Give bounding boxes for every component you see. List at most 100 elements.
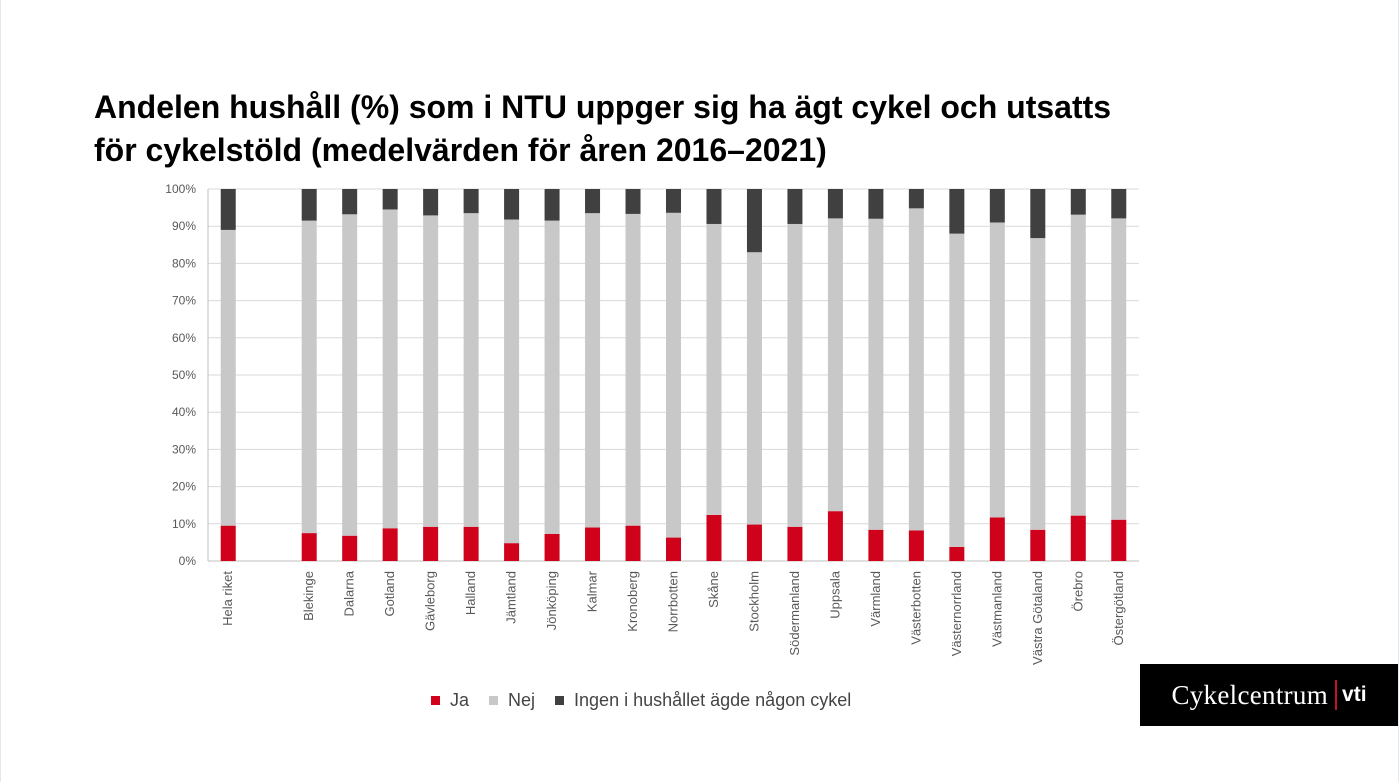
bar-segment-ja: [746, 524, 762, 561]
bar-segment-nej: [787, 223, 803, 527]
bar-segment-ja: [625, 525, 641, 561]
bar-segment-ingen: [382, 189, 398, 210]
x-tick-label: Jämtland: [504, 571, 519, 624]
bar-segment-ingen: [827, 189, 843, 219]
bar-segment-ingen: [746, 189, 762, 253]
x-tick-label: Hela riket: [220, 571, 235, 626]
bar-segment-ingen: [908, 189, 924, 209]
bar-segment-ingen: [625, 189, 641, 214]
bar-segment-ingen: [220, 189, 236, 230]
x-tick-label: Kronoberg: [625, 571, 640, 632]
legend-item-ja: Ja: [431, 690, 469, 711]
bar-segment-nej: [1111, 218, 1127, 520]
bar-segment-ingen: [666, 189, 681, 213]
bar-segment-nej: [868, 218, 884, 530]
bar-segment-ja: [908, 530, 924, 561]
logo-separator: [1335, 680, 1338, 710]
bar-segment-ingen: [342, 189, 358, 215]
bar-segment-ja: [666, 537, 681, 561]
legend-label-ja: Ja: [450, 689, 470, 710]
bar-segment-nej: [908, 208, 924, 531]
bar-segment-ingen: [1111, 189, 1127, 219]
bar-segment-ja: [868, 529, 884, 561]
bar-segment-ja: [463, 526, 479, 561]
bar-segment-ja: [504, 543, 520, 561]
bar-segment-ingen: [1030, 189, 1046, 239]
bar-segment-nej: [989, 222, 1005, 518]
bar-segment-ingen: [949, 189, 965, 234]
legend-item-ingen: Ingen i hushållet ägde någon cykel: [555, 690, 851, 711]
x-tick-label: Västra Götaland: [1030, 571, 1045, 665]
y-tick-label: 30%: [172, 442, 196, 456]
legend-item-nej: Nej: [489, 690, 535, 711]
bar-segment-ingen: [585, 189, 601, 214]
x-tick-label: Blekinge: [301, 571, 316, 621]
x-tick-label: Halland: [463, 571, 478, 615]
bar-segment-nej: [706, 223, 722, 515]
logo-vti: vti: [1342, 683, 1367, 706]
legend-swatch-nej: [489, 695, 499, 705]
y-tick-label: 0%: [179, 554, 197, 568]
y-tick-label: 70%: [172, 294, 196, 308]
bar-segment-nej: [504, 219, 520, 544]
bar-segment-ingen: [301, 189, 317, 221]
x-tick-label: Stockholm: [746, 571, 761, 632]
bar-segment-ingen: [544, 189, 560, 221]
bar-segment-nej: [342, 214, 358, 536]
x-tick-label: Skåne: [706, 571, 721, 608]
bar-segment-ja: [827, 511, 843, 561]
bar-segment-ja: [1070, 515, 1086, 561]
bar-segment-ja: [544, 533, 560, 561]
x-tick-label: Södermanland: [787, 571, 802, 656]
legend-swatch-ingen: [555, 695, 565, 705]
bar-segment-ja: [989, 517, 1005, 561]
legend-label-nej: Nej: [508, 689, 536, 710]
bar-segment-nej: [746, 252, 762, 525]
legend-label-ingen: Ingen i hushållet ägde någon cykel: [574, 689, 852, 710]
bar-segment-ja: [1111, 519, 1127, 561]
bar-segment-ja: [220, 525, 236, 561]
y-tick-label: 20%: [172, 480, 196, 494]
y-tick-label: 10%: [172, 517, 196, 531]
title-line-1: Andelen hushåll (%) som i NTU uppger sig…: [94, 89, 1112, 125]
y-tick-label: 90%: [172, 219, 196, 233]
bar-segment-ingen: [1070, 189, 1086, 215]
bar-segment-ingen: [504, 189, 520, 220]
bar-segment-ingen: [989, 189, 1005, 223]
y-tick-label: 80%: [172, 256, 196, 270]
x-tick-label: Uppsala: [827, 570, 842, 618]
x-tick-label: Dalarna: [342, 570, 357, 616]
x-tick-label: Västernorrland: [949, 571, 964, 656]
bar-segment-nej: [585, 213, 601, 528]
bar-segment-nej: [423, 215, 439, 527]
bar-segment-ingen: [868, 189, 884, 219]
logo-wordmark: Cykelcentrum: [1171, 679, 1329, 710]
bar-segment-ja: [301, 533, 317, 561]
y-tick-label: 40%: [172, 405, 196, 419]
bar-segment-ja: [423, 526, 439, 561]
bar-segment-nej: [827, 218, 843, 512]
legend-swatch-ja: [431, 695, 440, 705]
bar-segment-ja: [949, 546, 965, 561]
x-tick-label: Gotland: [382, 571, 397, 617]
x-tick-label: Västmanland: [989, 571, 1004, 647]
y-tick-label: 60%: [172, 331, 196, 345]
bar-segment-ingen: [787, 189, 803, 224]
bar-segment-nej: [382, 209, 398, 529]
x-tick-label: Östergötland: [1111, 571, 1126, 645]
bar-segment-nej: [301, 220, 317, 534]
bar-segment-nej: [544, 220, 560, 534]
bar-segment-ja: [787, 526, 803, 561]
bar-segment-nej: [220, 229, 236, 526]
bar-segment-ja: [706, 514, 722, 561]
cykelcentrum-vti-logo: Cykelcentrum vti: [1140, 664, 1398, 726]
x-tick-label: Västerbotten: [908, 571, 923, 645]
x-tick-label: Örebro: [1070, 571, 1085, 611]
chart-title: Andelen hushåll (%) som i NTU uppger sig…: [94, 86, 1294, 172]
y-tick-label: 50%: [172, 368, 196, 382]
chart-legend: Ja Nej Ingen i hushållet ägde någon cyke…: [431, 688, 871, 712]
bar-segment-ja: [382, 528, 398, 561]
x-tick-label: Kalmar: [585, 570, 600, 612]
